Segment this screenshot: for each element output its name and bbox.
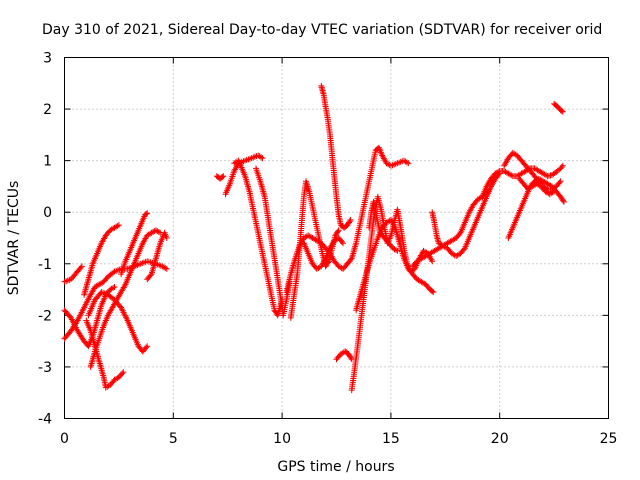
x-tick-label: 5 [169, 431, 178, 447]
series-track-8 [118, 210, 151, 278]
series-marks [87, 227, 164, 370]
series-marks [333, 348, 355, 363]
chart-title: Day 310 of 2021, Sidereal Day-to-day VTE… [42, 22, 602, 38]
series-marks [344, 144, 412, 267]
series-track-4 [81, 222, 122, 298]
series-track-16 [300, 235, 346, 272]
series-track-28 [516, 175, 558, 198]
series-track-1 [61, 263, 85, 285]
series-marks [118, 210, 151, 278]
series-marks [253, 165, 293, 319]
y-tick-label: -4 [38, 412, 52, 428]
series-marks [318, 82, 354, 231]
series-marks [366, 198, 401, 254]
x-axis-tick-labels: 0 5 10 15 20 25 [60, 431, 617, 447]
series-track-7 [87, 227, 164, 370]
series-marks [231, 157, 286, 319]
y-axis-tick-labels: -4 -3 -2 -1 0 1 2 3 [38, 51, 52, 428]
x-tick-label: 20 [491, 431, 509, 447]
y-tick-label: -2 [38, 308, 52, 324]
x-axis-label: GPS time / hours [277, 459, 394, 475]
series-track-15 [287, 178, 342, 321]
x-tick-label: 10 [273, 431, 291, 447]
y-tick-label: -1 [38, 257, 52, 273]
data-marks [61, 82, 567, 394]
x-tick-label: 0 [60, 431, 69, 447]
series-track-24 [429, 173, 499, 259]
series-track-6 [85, 289, 151, 355]
series-marks [300, 235, 346, 272]
series-track-29 [551, 100, 566, 115]
y-axis-label: SDTVAR / TECUs [6, 181, 22, 296]
series-track-21 [353, 216, 437, 314]
series-marks [429, 173, 499, 259]
series-track-25 [479, 162, 566, 200]
series-marks [61, 263, 85, 285]
series-marks [213, 173, 227, 182]
series-track-12 [231, 157, 286, 319]
series-track-18 [333, 348, 355, 363]
series-marks [551, 100, 566, 115]
axis-ticks [64, 57, 609, 419]
x-tick-label: 25 [600, 431, 618, 447]
y-tick-label: 1 [43, 154, 52, 170]
plot-frame [64, 57, 609, 419]
y-tick-label: 2 [43, 102, 52, 118]
x-tick-label: 15 [382, 431, 400, 447]
series-marks [85, 289, 151, 355]
series-track-10 [213, 173, 227, 182]
series-track-5 [83, 317, 127, 391]
y-tick-label: -3 [38, 360, 52, 376]
series-marks [353, 216, 437, 314]
series-marks [287, 178, 342, 321]
series-marks [83, 317, 127, 391]
series-track-22 [366, 198, 401, 254]
series-marks [81, 222, 122, 298]
y-tick-label: 0 [43, 205, 52, 221]
series-marks [479, 162, 566, 200]
series-track-19 [344, 144, 412, 267]
series-marks [144, 229, 170, 283]
y-tick-label: 3 [43, 51, 52, 67]
series-track-17 [318, 82, 354, 231]
series-track-13 [253, 165, 293, 319]
series-marks [516, 175, 558, 198]
series-track-9 [144, 229, 170, 283]
